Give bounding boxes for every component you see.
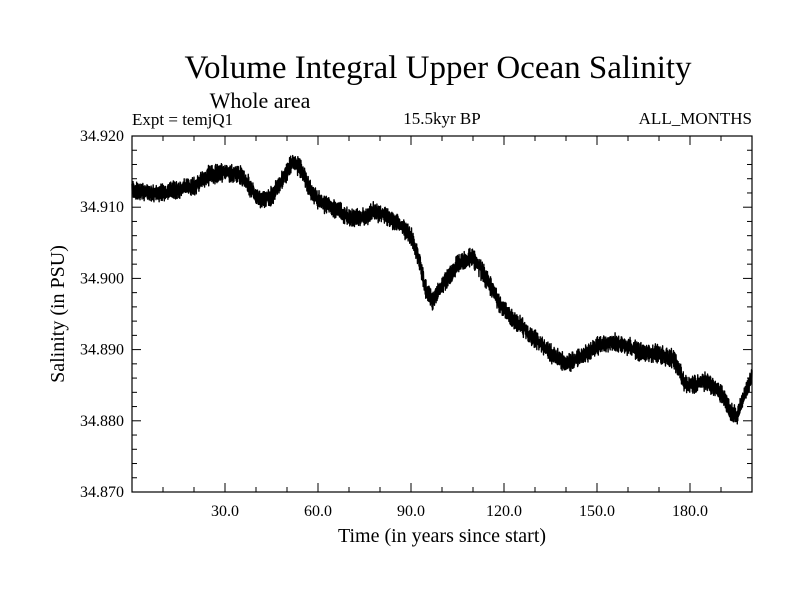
x-tick-label: 120.0 (486, 503, 522, 520)
y-axis-ticks: 34.870 34.880 34.890 34.900 34.910 34.920 (80, 128, 752, 501)
plot-frame (131, 135, 753, 493)
chart-title: Volume Integral Upper Ocean Salinity (184, 50, 692, 86)
y-tick-label: 34.900 (80, 270, 124, 287)
experiment-label: Expt = temjQ1 (132, 110, 233, 129)
months-label: ALL_MONTHS (639, 109, 752, 128)
x-tick-label: 60.0 (304, 503, 332, 520)
x-axis-ticks: 30.0 60.0 90.0 120.0 150.0 180.0 (162, 136, 722, 520)
y-tick-label: 34.920 (80, 128, 124, 145)
x-tick-label: 90.0 (397, 503, 425, 520)
x-tick-label: 30.0 (211, 503, 239, 520)
period-label: 15.5kyr BP (403, 109, 480, 128)
x-axis-label: Time (in years since start) (338, 525, 546, 547)
y-tick-label: 34.880 (80, 413, 124, 430)
x-tick-label: 150.0 (579, 503, 615, 520)
y-tick-label: 34.910 (80, 199, 124, 216)
y-tick-label: 34.870 (80, 484, 124, 501)
x-tick-label: 180.0 (672, 503, 708, 520)
y-axis-label: Salinity (in PSU) (47, 245, 69, 383)
y-tick-label: 34.890 (80, 342, 124, 359)
salinity-series-line (131, 154, 753, 425)
chart-subtitle: Whole area (210, 88, 311, 113)
